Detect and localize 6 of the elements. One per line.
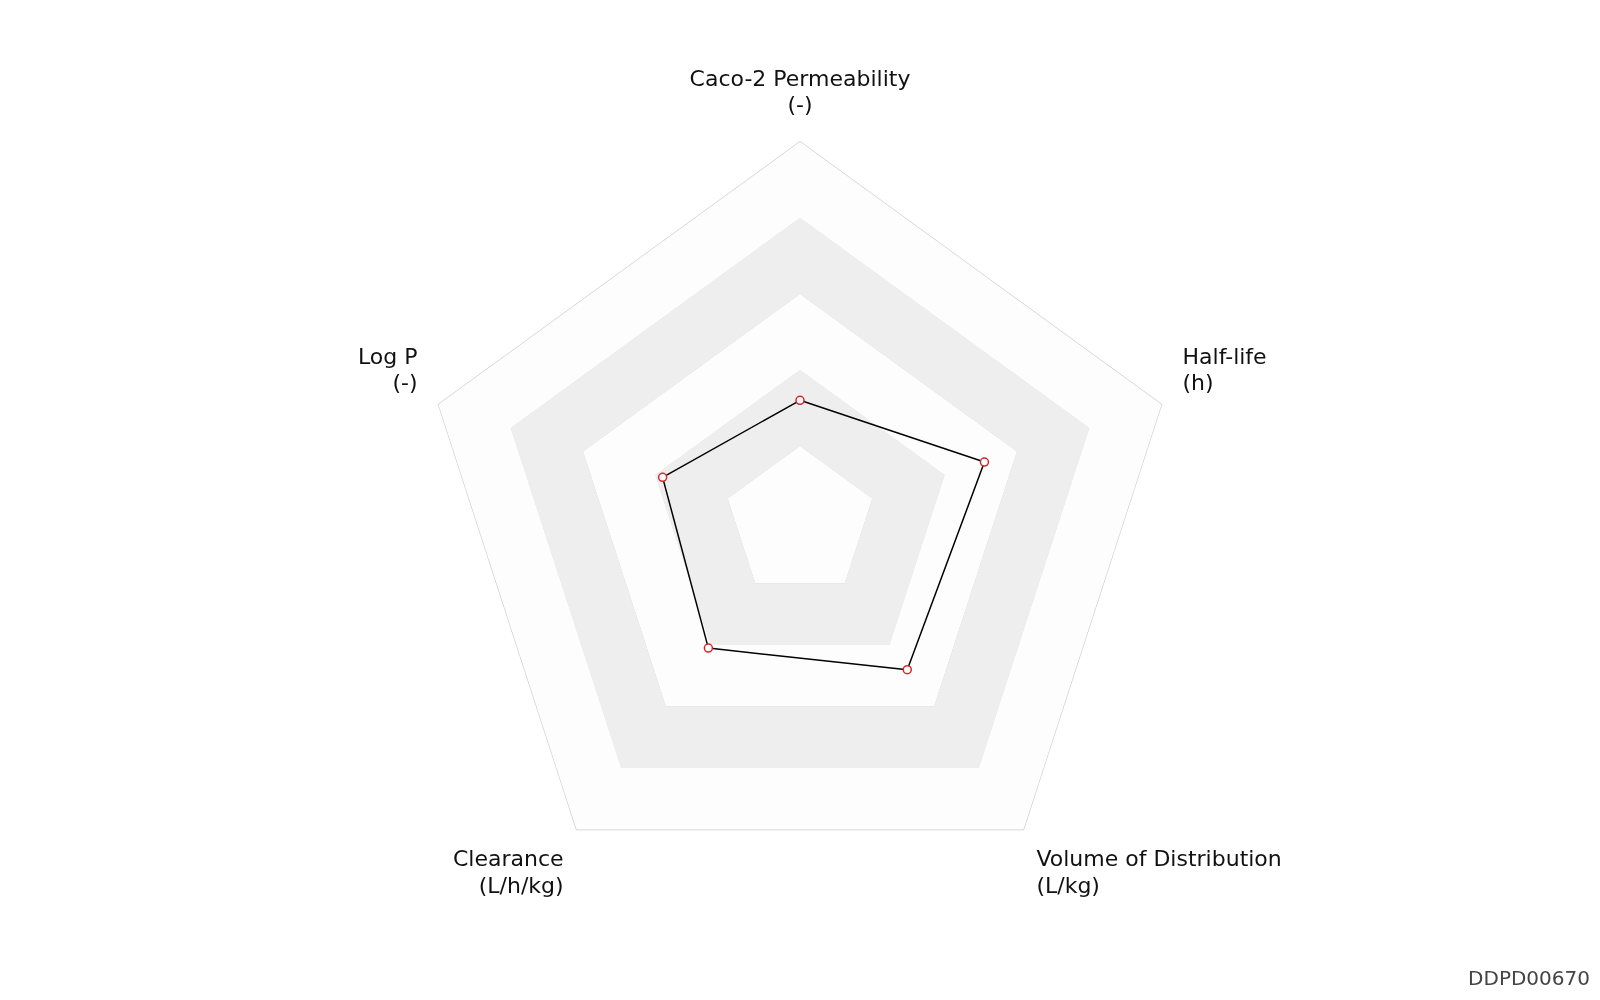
text: DDPD00670	[1468, 966, 1590, 991]
spoke-label: Clearance (L/h/kg)	[453, 846, 564, 898]
spoke-label: Volume of Distribution (L/kg)	[1036, 846, 1282, 898]
spoke-label: Log P (-)	[357, 343, 418, 396]
spoke-label: Half-life (h)	[1182, 343, 1267, 396]
spoke-label: Caco-2 Permeability (-)	[689, 65, 911, 118]
